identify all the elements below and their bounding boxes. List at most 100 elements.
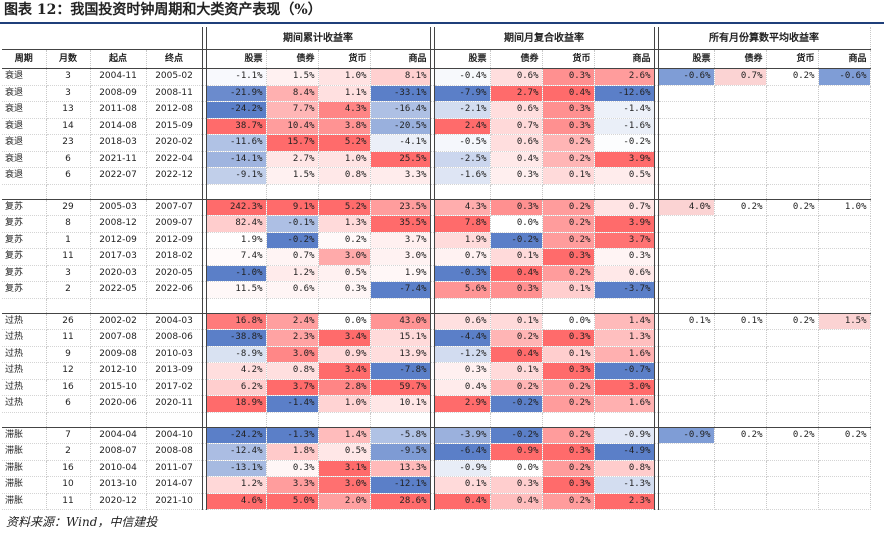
average-return-cell: 0.2% <box>714 199 767 216</box>
monthly-return-cell: 0.2% <box>542 265 595 282</box>
average-return-cell: 0.2% <box>766 313 819 330</box>
empty-cell <box>766 443 819 461</box>
cumulative-return-cell: -1.4% <box>266 395 319 413</box>
monthly-return-cell: 0.7% <box>434 248 491 266</box>
months-cell: 23 <box>46 134 91 152</box>
monthly-return-cell: 0.6% <box>594 265 655 282</box>
monthly-return-cell: 0.4% <box>490 493 543 510</box>
empty-cell <box>766 379 819 396</box>
phase-cell: 复苏 <box>2 281 47 299</box>
monthly-return-cell: 2.3% <box>594 493 655 510</box>
end-cell: 2013-09 <box>146 362 203 380</box>
cumulative-return-cell: -13.1% <box>206 460 267 477</box>
column-gap <box>653 215 659 233</box>
monthly-return-cell: 0.1% <box>434 476 491 494</box>
monthly-return-cell: -0.9% <box>594 427 655 444</box>
cumulative-return-cell: -9.5% <box>370 443 431 461</box>
start-cell: 2014-08 <box>90 118 147 135</box>
monthly-return-cell: 0.4% <box>490 265 543 282</box>
monthly-return-cell: 3.9% <box>594 215 655 233</box>
group-header-average: 所有月份算数平均收益率 <box>658 27 871 50</box>
monthly-return-cell: 0.1% <box>542 167 595 185</box>
phase-cell: 滞胀 <box>2 460 47 477</box>
column-gap <box>429 313 435 330</box>
column-gap <box>201 412 207 428</box>
phase-cell: 衰退 <box>2 151 47 168</box>
empty-cell <box>714 443 767 461</box>
cumulative-return-cell: -7.8% <box>370 362 431 380</box>
empty-cell <box>714 412 767 428</box>
empty-cell <box>714 118 767 135</box>
months-cell: 1 <box>46 232 91 249</box>
empty-cell <box>542 184 595 200</box>
months-cell: 2 <box>46 443 91 461</box>
empty-cell <box>434 412 491 428</box>
end-cell: 2009-07 <box>146 215 203 233</box>
empty-cell <box>658 118 715 135</box>
empty-cell <box>658 395 715 413</box>
cumulative-return-cell: 59.7% <box>370 379 431 396</box>
monthly-return-cell: 0.2% <box>542 151 595 168</box>
empty-cell <box>818 248 871 266</box>
end-cell: 2005-02 <box>146 68 203 86</box>
cumulative-return-cell: -1.0% <box>206 265 267 282</box>
column-gap <box>653 281 659 299</box>
empty-cell <box>46 298 91 314</box>
phase-cell: 衰退 <box>2 101 47 119</box>
start-cell: 2020-03 <box>90 265 147 282</box>
empty-cell <box>2 412 47 428</box>
table-row: 滞胀 2 2008-07 2008-08 -12.4% 1.8% 0.5% -9.5% -6.4… <box>2 443 871 461</box>
end-cell: 2020-11 <box>146 395 203 413</box>
empty-cell <box>542 298 595 314</box>
title-rule <box>0 22 884 24</box>
cumulative-return-cell: -1.3% <box>266 427 319 444</box>
column-gap <box>429 493 435 510</box>
phase-cell: 滞胀 <box>2 443 47 461</box>
column-gap <box>653 412 659 428</box>
cumulative-return-cell: 25.5% <box>370 151 431 168</box>
empty-cell <box>818 493 871 510</box>
empty-cell <box>658 232 715 249</box>
table-row: 衰退 3 2004-11 2005-02 -1.1% 1.5% 1.0% 8.1% -0.4% 0… <box>2 68 871 86</box>
cumulative-return-cell: 13.3% <box>370 460 431 477</box>
empty-cell <box>766 232 819 249</box>
empty-cell <box>766 412 819 428</box>
empty-cell <box>714 395 767 413</box>
cumulative-return-cell: 8.4% <box>266 85 319 102</box>
cumulative-return-cell: 2.4% <box>266 313 319 330</box>
empty-cell <box>46 184 91 200</box>
cumulative-return-cell: -21.9% <box>206 85 267 102</box>
monthly-return-cell: -0.4% <box>434 68 491 86</box>
phase-cell: 过热 <box>2 313 47 330</box>
start-cell: 2008-07 <box>90 443 147 461</box>
monthly-return-cell: 0.4% <box>490 346 543 363</box>
column-gap <box>201 184 207 200</box>
empty-cell <box>714 460 767 477</box>
cumulative-return-cell: -20.5% <box>370 118 431 135</box>
cumulative-return-cell: 3.0% <box>370 248 431 266</box>
monthly-return-cell: 1.9% <box>434 232 491 249</box>
cumulative-return-cell: 1.5% <box>266 167 319 185</box>
cumulative-return-cell: 9.1% <box>266 199 319 216</box>
monthly-return-cell: 0.2% <box>542 232 595 249</box>
monthly-return-cell: -6.4% <box>434 443 491 461</box>
monthly-return-cell: 0.3% <box>594 248 655 266</box>
monthly-return-cell: 0.2% <box>490 379 543 396</box>
end-cell: 2004-10 <box>146 427 203 444</box>
phase-cell: 衰退 <box>2 68 47 86</box>
monthly-return-cell: 0.4% <box>434 379 491 396</box>
cumulative-return-cell: 0.8% <box>318 167 371 185</box>
monthly-return-cell: 0.3% <box>542 362 595 380</box>
start-cell: 2018-03 <box>90 134 147 152</box>
monthly-return-cell: 5.6% <box>434 281 491 299</box>
empty-cell <box>594 412 655 428</box>
cumulative-return-cell: -12.1% <box>370 476 431 494</box>
empty-cell <box>658 362 715 380</box>
cumulative-return-cell: -38.8% <box>206 329 267 347</box>
monthly-return-cell: 0.8% <box>594 460 655 477</box>
table-row: 复苏 3 2020-03 2020-05 -1.0% 1.2% 0.5% 1.9% -0.3% 0… <box>2 265 871 282</box>
months-cell: 8 <box>46 215 91 233</box>
cumulative-return-cell: 23.5% <box>370 199 431 216</box>
empty-cell <box>594 298 655 314</box>
table-row: 滞胀 16 2010-04 2011-07 -13.1% 0.3% 3.1% 13.3% -0.… <box>2 460 871 477</box>
